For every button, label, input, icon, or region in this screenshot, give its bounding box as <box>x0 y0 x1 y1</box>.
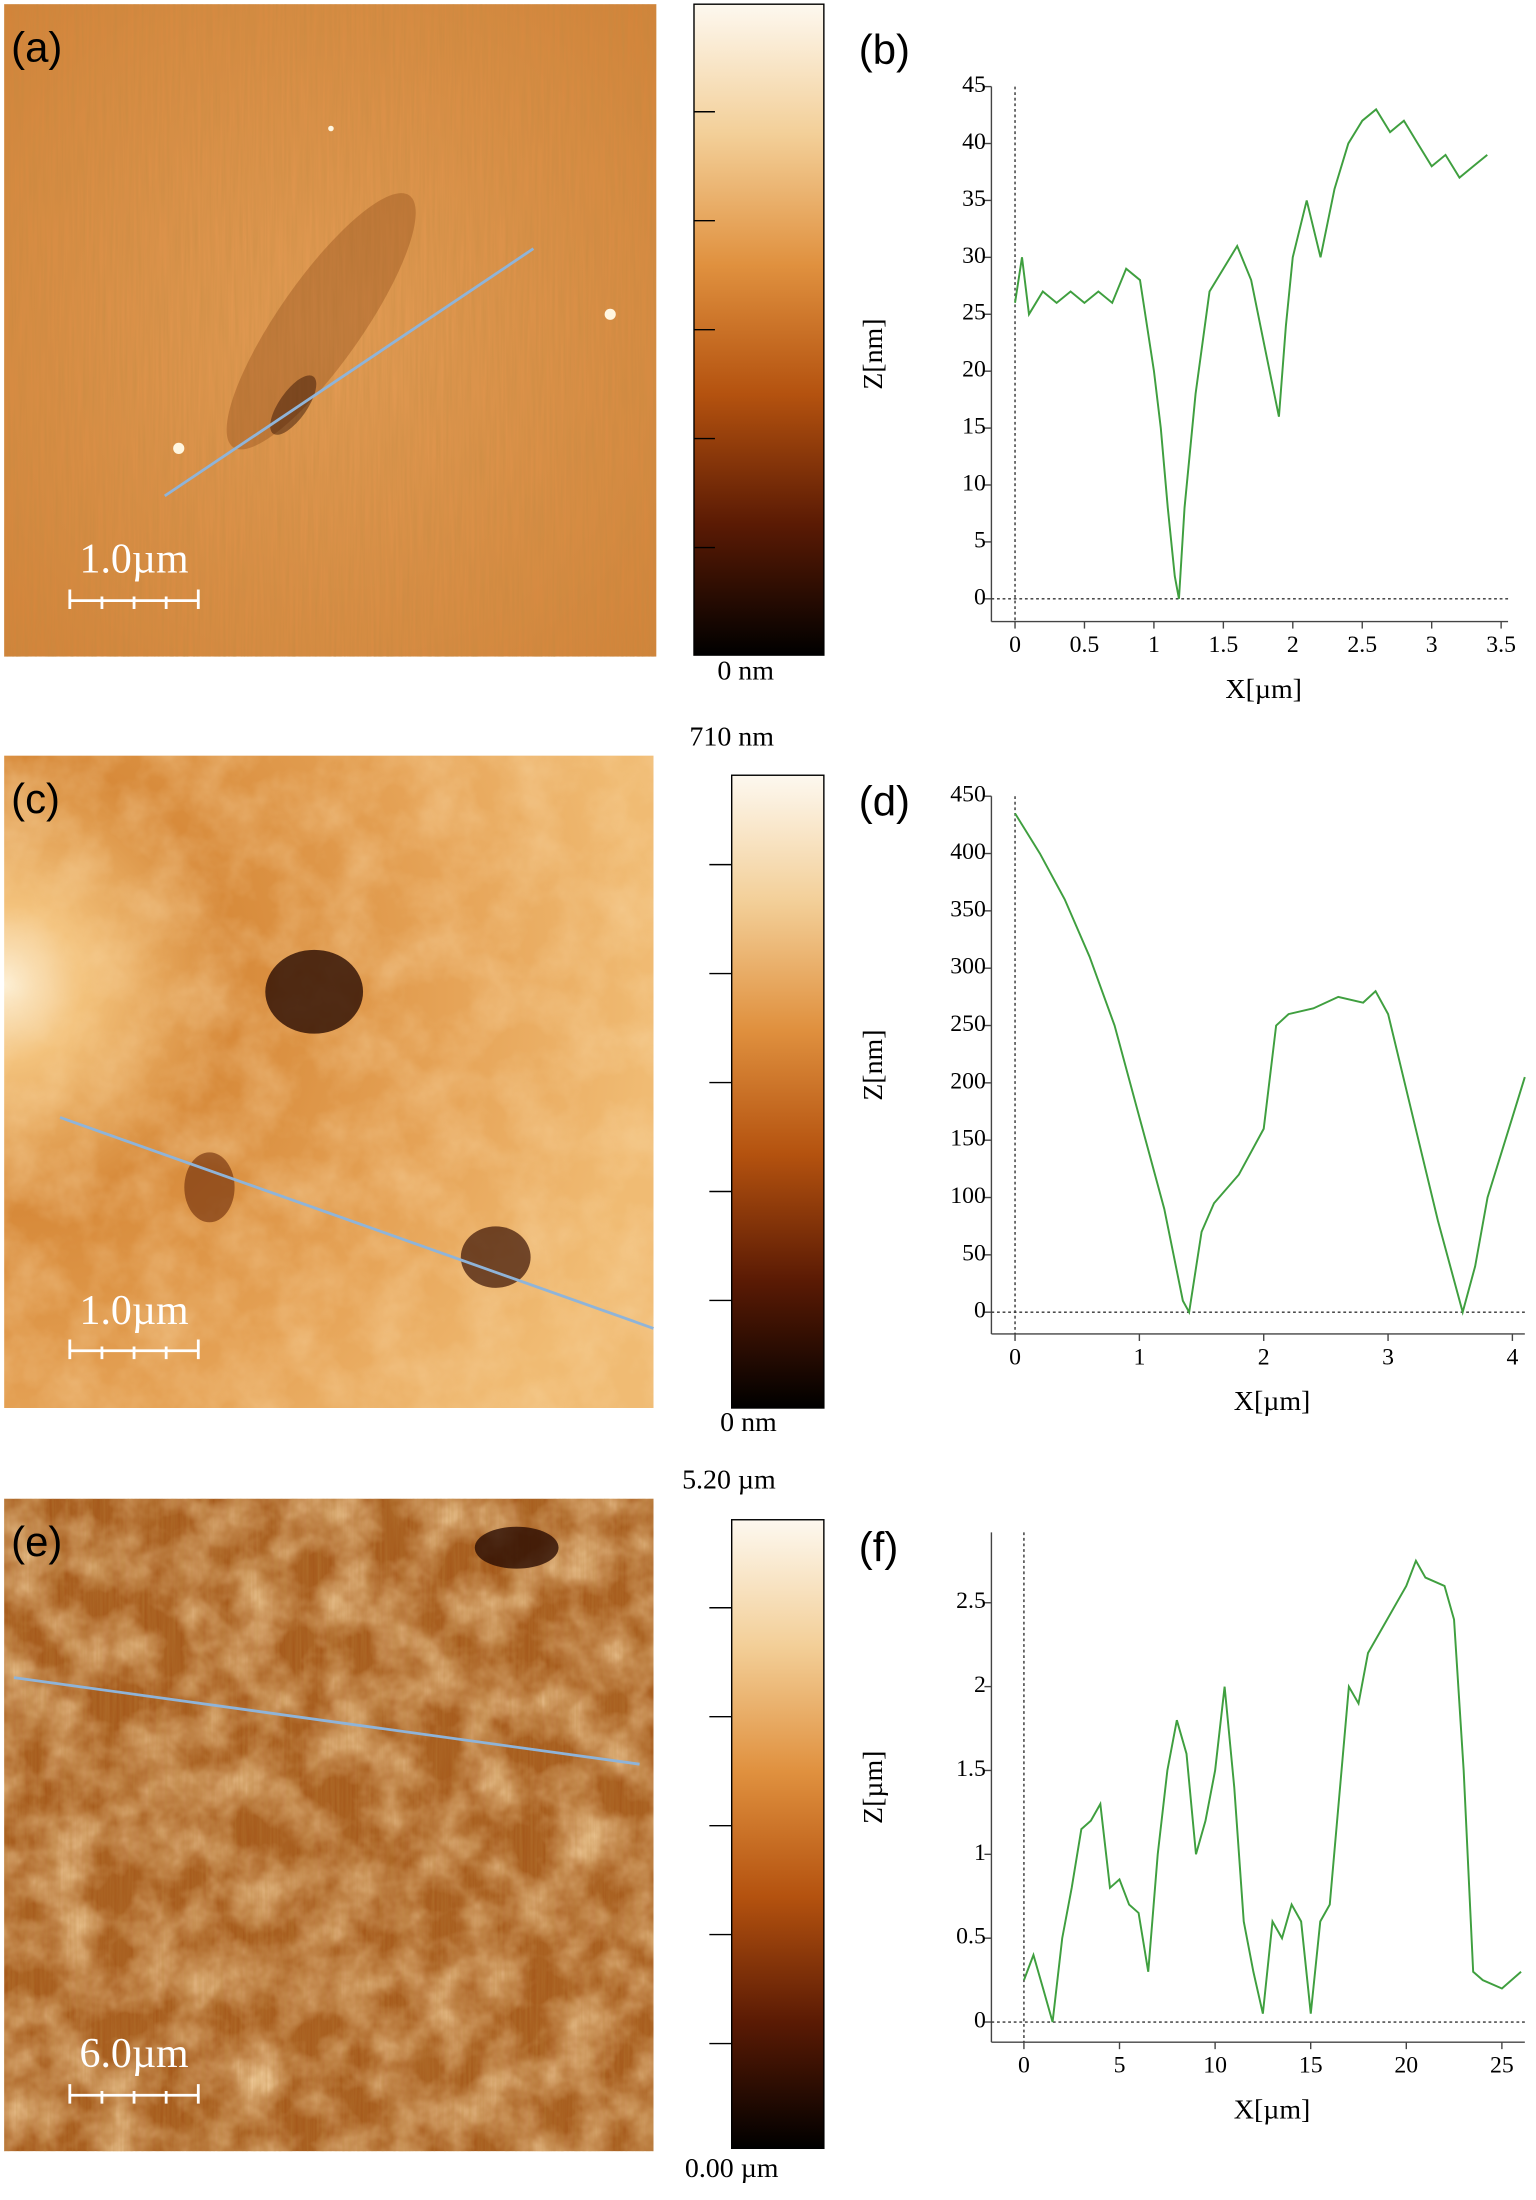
y-tick-label: 50 <box>962 1240 986 1266</box>
colorbar-max: 5.20 µm <box>682 1464 776 1495</box>
y-tick-label: 0 <box>974 2007 986 2033</box>
x-tick-label: 2.5 <box>1347 632 1377 658</box>
colorbar-min: 0 nm <box>717 656 774 687</box>
x-tick-label: 10 <box>1203 2053 1227 2079</box>
profile-line <box>1014 107 1488 599</box>
y-tick-label: 0 <box>974 1298 986 1324</box>
y-tick-label: 25 <box>962 300 986 326</box>
x-axis-label: X[µm] <box>1234 1386 1311 1417</box>
panel-label: (d) <box>859 778 910 825</box>
panel-label: (f) <box>859 1524 899 1571</box>
y-tick-label: 400 <box>950 839 986 865</box>
y-tick-label: 5 <box>974 527 986 553</box>
x-tick-label: 4 <box>1506 1345 1518 1371</box>
x-tick-label: 0 <box>1009 1345 1021 1371</box>
y-axis-label: Z[nm] <box>858 1029 889 1100</box>
x-tick-label: 0.5 <box>1070 632 1100 658</box>
y-tick-label: 250 <box>950 1011 986 1037</box>
y-tick-label: 450 <box>950 782 986 808</box>
y-tick-label: 2 <box>974 1672 986 1698</box>
y-tick-label: 200 <box>950 1068 986 1094</box>
x-tick-label: 2 <box>1258 1345 1270 1371</box>
colorbar-min: 0 nm <box>720 1407 777 1438</box>
x-tick-label: 0 <box>1018 2053 1030 2079</box>
panel-label: (e) <box>11 1518 62 1565</box>
afm-image-c <box>4 755 654 1408</box>
profile-line <box>1014 812 1526 1316</box>
colorbar-min: 0.00 µm <box>685 2153 779 2184</box>
colorbar-c <box>709 774 825 1409</box>
panel-label: (b) <box>859 26 910 73</box>
x-axis-label: X[µm] <box>1234 2094 1311 2125</box>
y-tick-label: 0.5 <box>956 1924 986 1950</box>
x-tick-label: 0 <box>1009 632 1021 658</box>
y-tick-label: 300 <box>950 954 986 980</box>
scale-bar-label: 1.0µm <box>80 1288 189 1334</box>
y-axis-label: Z[nm] <box>858 318 889 389</box>
x-tick-label: 15 <box>1299 2053 1323 2079</box>
x-tick-label: 25 <box>1490 2053 1514 2079</box>
x-tick-label: 3.5 <box>1486 632 1516 658</box>
x-tick-label: 3 <box>1382 1345 1394 1371</box>
y-tick-label: 40 <box>962 129 986 155</box>
y-tick-label: 2.5 <box>956 1588 986 1614</box>
y-axis-label: Z[µm] <box>858 1750 889 1823</box>
y-tick-label: 150 <box>950 1126 986 1152</box>
scale-bar-label: 6.0µm <box>80 2031 189 2077</box>
y-tick-label: 100 <box>950 1183 986 1209</box>
panel-label: (c) <box>11 775 60 822</box>
x-tick-label: 2 <box>1287 632 1299 658</box>
x-tick-label: 1 <box>1148 632 1160 658</box>
y-tick-label: 1 <box>974 1840 986 1866</box>
x-tick-label: 5 <box>1114 2053 1126 2079</box>
colorbar-e <box>709 1519 825 2150</box>
y-tick-label: 1.5 <box>956 1756 986 1782</box>
y-tick-label: 30 <box>962 243 986 269</box>
x-tick-label: 1 <box>1133 1345 1145 1371</box>
y-tick-label: 0 <box>974 584 986 610</box>
y-tick-label: 35 <box>962 186 986 212</box>
x-tick-label: 3 <box>1426 632 1438 658</box>
y-tick-label: 10 <box>962 470 986 496</box>
scale-bar-label: 1.0µm <box>80 537 189 583</box>
x-axis-label: X[µm] <box>1225 674 1302 705</box>
x-tick-label: 1.5 <box>1209 632 1239 658</box>
x-tick-label: 20 <box>1394 2053 1418 2079</box>
afm-image-e <box>4 1498 654 2152</box>
y-tick-label: 15 <box>962 414 986 440</box>
profile-line <box>1023 1558 1522 2023</box>
y-tick-label: 45 <box>962 72 986 98</box>
y-tick-label: 20 <box>962 357 986 383</box>
colorbar-a <box>693 3 825 656</box>
colorbar-max: 710 nm <box>689 721 774 752</box>
afm-image-a <box>4 4 657 657</box>
y-tick-label: 350 <box>950 896 986 922</box>
panel-label: (a) <box>11 23 62 70</box>
